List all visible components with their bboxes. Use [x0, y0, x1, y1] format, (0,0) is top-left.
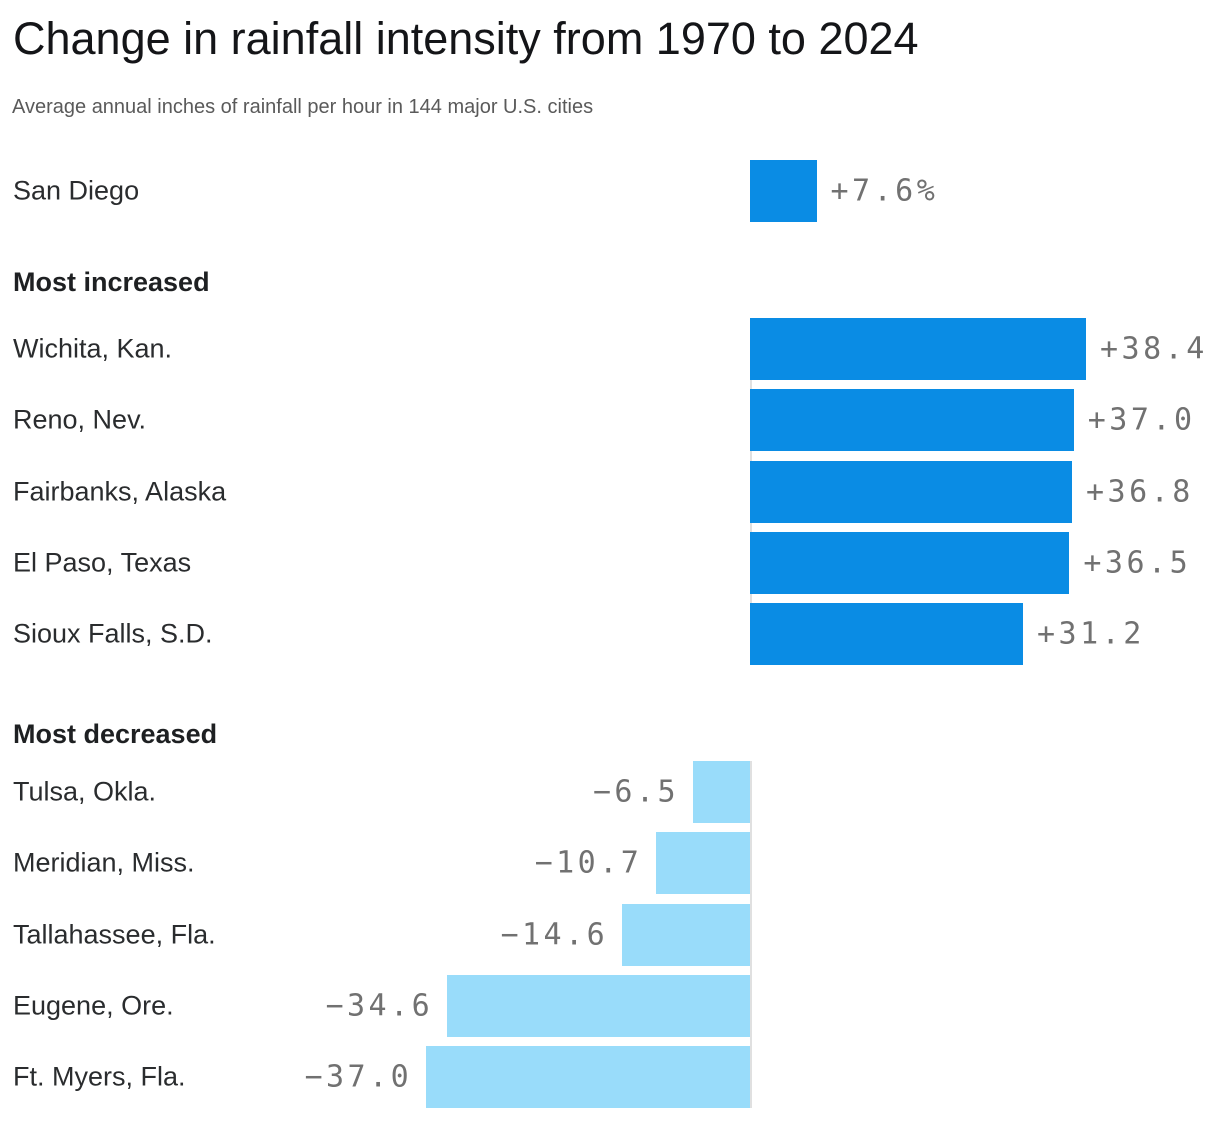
bar-row: Wichita, Kan. +38.4 — [0, 318, 1220, 380]
bar-row: San Diego +7.6% — [0, 160, 1220, 222]
chart-subtitle: Average annual inches of rainfall per ho… — [12, 96, 594, 118]
city-label: San Diego — [13, 175, 140, 206]
city-label: Meridian, Miss. — [13, 847, 195, 878]
city-label: Eugene, Ore. — [13, 990, 174, 1021]
value-label: −34.6 — [325, 988, 434, 1024]
bar-group: Tulsa, Okla. −6.5 Meridian, Miss. −10.7 Tall… — [0, 761, 1220, 1109]
city-label: Reno, Nev. — [13, 404, 147, 435]
city-label: Ft. Myers, Fla. — [13, 1061, 186, 1092]
value-bar — [750, 318, 1086, 380]
city-label: Fairbanks, Alaska — [13, 476, 227, 507]
value-label: +38.4 — [1100, 331, 1208, 367]
value-bar — [750, 389, 1074, 452]
value-label: −37.0 — [304, 1059, 413, 1095]
bar-row: Sioux Falls, S.D. +31.2 — [0, 603, 1220, 666]
value-label: +37.0 — [1087, 402, 1196, 438]
value-bar — [750, 160, 817, 222]
value-label: −10.7 — [534, 845, 643, 881]
zero-baseline — [750, 761, 752, 1109]
value-label: −14.6 — [500, 917, 609, 953]
value-label: +31.2 — [1037, 616, 1145, 652]
value-bar — [426, 1046, 750, 1109]
city-label: El Paso, Texas — [13, 547, 192, 578]
bar-row: Eugene, Ore. −34.6 — [0, 974, 1220, 1037]
bar-row: Reno, Nev. +37.0 — [0, 389, 1220, 452]
value-bar — [622, 903, 750, 966]
bar-row: Meridian, Miss. −10.7 — [0, 832, 1220, 895]
city-label: Tallahassee, Fla. — [13, 919, 216, 950]
value-label: −6.5 — [592, 774, 680, 810]
value-bar — [750, 603, 1023, 666]
value-bar — [750, 531, 1070, 594]
bar-group: San Diego +7.6% — [0, 160, 1220, 222]
value-label: +36.5 — [1083, 545, 1192, 581]
group-header: Most increased — [13, 267, 210, 297]
value-bar — [693, 761, 750, 823]
city-label: Wichita, Kan. — [13, 333, 173, 364]
chart-title: Change in rainfall intensity from 1970 t… — [13, 13, 919, 64]
value-label: +7.6% — [830, 173, 939, 209]
bar-row: Ft. Myers, Fla. −37.0 — [0, 1046, 1220, 1109]
value-label: +36.8 — [1086, 474, 1194, 510]
value-bar — [447, 974, 750, 1037]
value-bar — [656, 832, 750, 895]
bar-row: El Paso, Texas +36.5 — [0, 531, 1220, 594]
city-label: Tulsa, Okla. — [13, 776, 157, 807]
bar-row: Tallahassee, Fla. −14.6 — [0, 903, 1220, 966]
group-header: Most decreased — [13, 719, 218, 749]
city-label: Sioux Falls, S.D. — [13, 618, 213, 649]
bar-row: Fairbanks, Alaska +36.8 — [0, 460, 1220, 523]
bar-row: Tulsa, Okla. −6.5 — [0, 761, 1220, 823]
value-bar — [750, 460, 1072, 523]
bar-group: Wichita, Kan. +38.4 Reno, Nev. +37.0 Fairban… — [0, 318, 1220, 666]
